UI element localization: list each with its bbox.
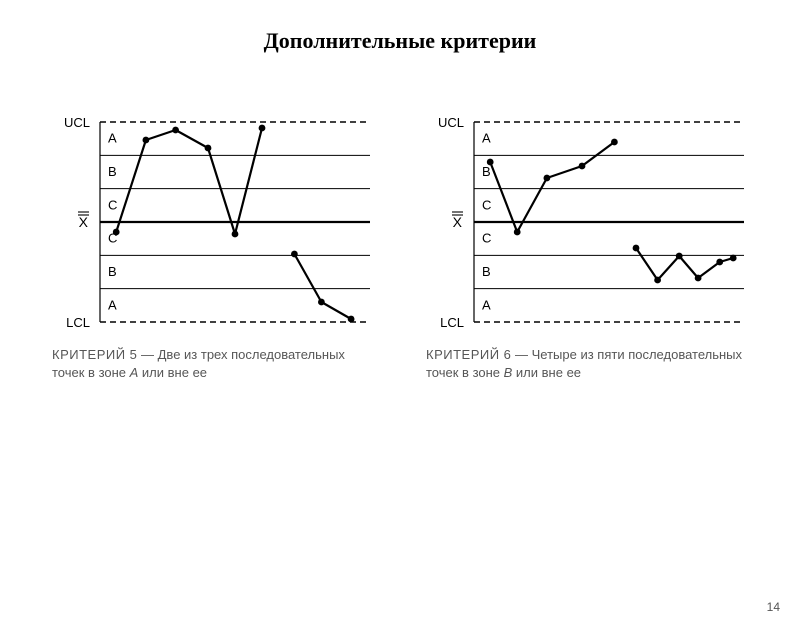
- svg-text:LCL: LCL: [66, 315, 90, 330]
- svg-text:A: A: [108, 131, 117, 146]
- svg-text:B: B: [108, 264, 117, 279]
- svg-text:A: A: [482, 297, 491, 312]
- caption-5: КРИТЕРИЙ 5 — Две из трех последо­вательн…: [48, 346, 378, 382]
- chart-block-6: A B C C B A UCL LCL X КРИТЕРИЙ 6 — Четыре из пят…: [422, 112, 752, 382]
- svg-text:X: X: [453, 214, 463, 230]
- caption-6: КРИТЕРИЙ 6 — Четыре из пяти пос­ледовате…: [422, 346, 752, 382]
- svg-text:B: B: [108, 164, 117, 179]
- caption-5-prefix: КРИТЕРИЙ 5: [52, 347, 137, 362]
- control-chart-6: A B C C B A UCL LCL X: [422, 112, 752, 332]
- page-number: 14: [767, 600, 780, 614]
- svg-text:A: A: [482, 131, 491, 146]
- page-title: Дополнительные критерии: [0, 28, 800, 54]
- svg-text:LCL: LCL: [440, 315, 464, 330]
- caption-5-text-b: или вне ее: [138, 365, 207, 380]
- svg-text:B: B: [482, 164, 491, 179]
- svg-text:A: A: [108, 297, 117, 312]
- caption-5-ital: A: [130, 365, 139, 380]
- caption-6-text-b: или вне ее: [512, 365, 581, 380]
- svg-text:UCL: UCL: [64, 115, 90, 130]
- caption-6-ital: B: [504, 365, 513, 380]
- chart-block-5: ABCCBAUCLLCLX КРИТЕРИЙ 5 — Две из трех п…: [48, 112, 378, 382]
- charts-row: A B C C B A UCL LCL X КРИТЕРИЙ 5 — Две из трех п…: [0, 112, 800, 382]
- svg-text:C: C: [482, 197, 491, 212]
- control-chart-5: ABCCBAUCLLCLX: [48, 112, 378, 332]
- svg-text:C: C: [108, 197, 117, 212]
- svg-text:X: X: [79, 214, 89, 230]
- svg-text:C: C: [482, 231, 491, 246]
- caption-6-prefix: КРИТЕРИЙ 6: [426, 347, 511, 362]
- svg-text:UCL: UCL: [438, 115, 464, 130]
- svg-text:B: B: [482, 264, 491, 279]
